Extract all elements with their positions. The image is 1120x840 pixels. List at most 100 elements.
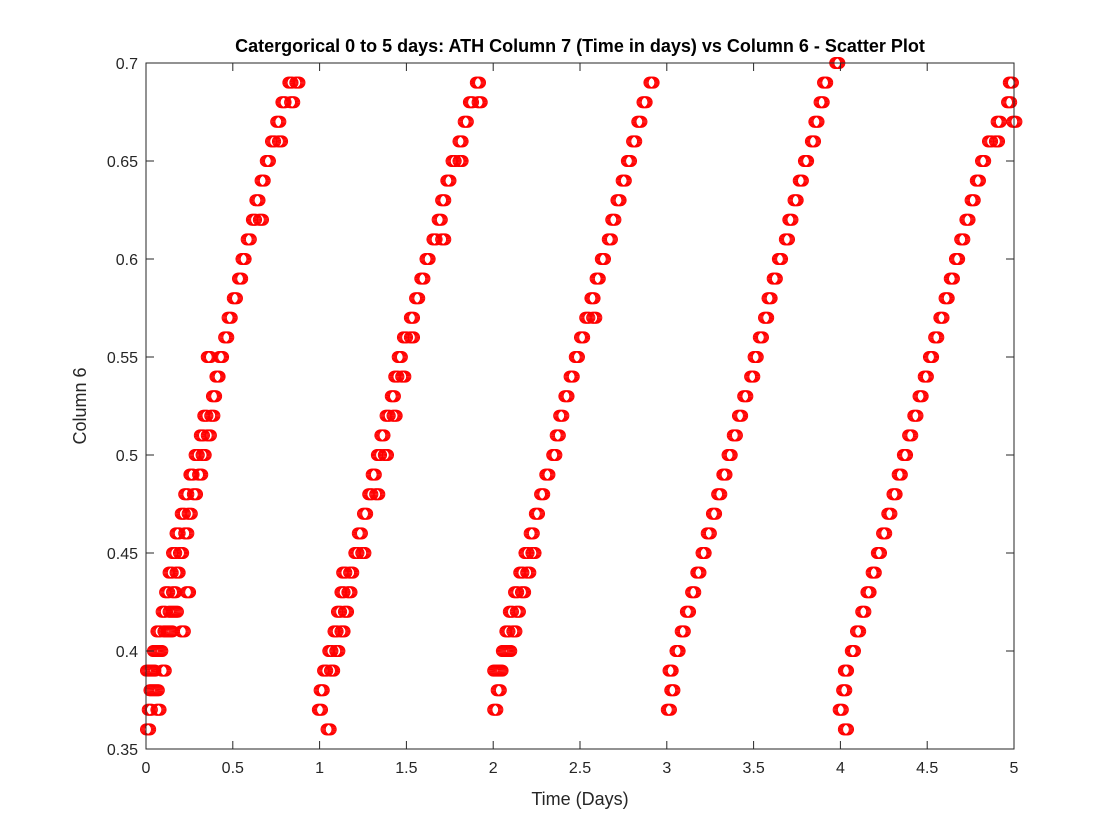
data-point-cluster bbox=[388, 390, 401, 403]
data-point-cluster bbox=[293, 76, 306, 89]
data-point-cluster bbox=[321, 664, 334, 677]
data-point-cluster bbox=[449, 155, 462, 167]
data-point-cluster bbox=[154, 703, 167, 716]
data-point-cluster bbox=[973, 174, 986, 187]
data-point-cluster bbox=[572, 351, 585, 363]
x-tick-label: 1.5 bbox=[395, 760, 417, 777]
data-point-cluster bbox=[340, 566, 353, 579]
data-point-cluster bbox=[185, 507, 198, 520]
data-point-cluster bbox=[375, 449, 388, 461]
data-point-cluster bbox=[635, 115, 648, 128]
x-tick-label: 1 bbox=[315, 760, 324, 777]
data-point-cluster bbox=[182, 527, 195, 540]
data-point-cluster bbox=[378, 429, 391, 442]
data-point-cluster bbox=[170, 547, 183, 559]
data-point-cluster bbox=[366, 488, 379, 501]
data-point-cluster bbox=[593, 272, 606, 285]
data-point-cluster bbox=[704, 527, 717, 540]
data-point-cluster bbox=[408, 331, 421, 344]
data-point-cluster bbox=[854, 625, 867, 638]
data-point-cluster bbox=[222, 331, 235, 344]
data-point-cluster bbox=[770, 272, 783, 285]
x-tick-label: 3 bbox=[662, 760, 671, 777]
data-point-cluster bbox=[274, 115, 287, 128]
data-point-cluster bbox=[359, 547, 372, 559]
data-point-cluster bbox=[395, 351, 408, 363]
data-point-cluster bbox=[598, 253, 611, 265]
data-point-cluster bbox=[361, 507, 374, 520]
data-point-cluster bbox=[906, 429, 919, 442]
data-point-cluster bbox=[392, 370, 405, 383]
data-point-cluster bbox=[182, 488, 195, 501]
data-point-cluster bbox=[786, 213, 799, 226]
data-point-cluster bbox=[173, 527, 186, 540]
data-point-cluster bbox=[968, 194, 981, 207]
data-point-cluster bbox=[331, 625, 344, 638]
y-tick-label: 0.4 bbox=[116, 644, 138, 661]
data-point-cluster bbox=[408, 311, 421, 324]
data-point-cluster bbox=[373, 488, 386, 501]
y-tick-label: 0.35 bbox=[107, 742, 138, 759]
x-axis-label: Time (Days) bbox=[531, 789, 628, 809]
data-point-cluster bbox=[517, 566, 530, 579]
data-point-cluster bbox=[993, 135, 1006, 148]
data-point-cluster bbox=[1006, 76, 1019, 89]
data-point-cluster bbox=[288, 96, 301, 109]
data-point-cluster bbox=[467, 96, 480, 109]
data-point-cluster bbox=[250, 213, 263, 226]
data-point-cluster bbox=[668, 684, 681, 697]
y-tick-label: 0.65 bbox=[107, 154, 138, 171]
data-point-cluster bbox=[848, 645, 861, 657]
data-point-cluster bbox=[225, 311, 238, 324]
data-point-cluster bbox=[430, 233, 443, 246]
data-point-cluster bbox=[418, 272, 431, 285]
data-point-cluster bbox=[986, 135, 999, 148]
x-tick-label: 2.5 bbox=[569, 760, 591, 777]
data-point-cluster bbox=[625, 155, 638, 167]
data-point-cluster bbox=[730, 429, 743, 442]
data-point-cluster bbox=[173, 566, 186, 579]
data-point-cluster bbox=[152, 684, 165, 697]
data-point-cluster bbox=[335, 605, 348, 618]
data-point-cluster bbox=[543, 468, 556, 481]
data-point-cluster bbox=[979, 155, 992, 167]
data-point-cluster bbox=[550, 449, 563, 461]
data-point-cluster bbox=[809, 135, 822, 148]
data-point-cluster bbox=[783, 233, 796, 246]
x-tick-label: 4 bbox=[836, 760, 845, 777]
axes-box bbox=[145, 62, 1015, 750]
data-point-cluster bbox=[149, 664, 162, 677]
chart-title: Catergorical 0 to 5 days: ATH Column 7 (… bbox=[235, 36, 925, 56]
data-point-cluster bbox=[578, 331, 591, 344]
data-point-cluster bbox=[345, 586, 358, 599]
data-point-cluster bbox=[338, 586, 351, 599]
data-point-cluster bbox=[880, 527, 893, 540]
y-tick-label: 0.55 bbox=[107, 350, 138, 367]
data-point-cluster bbox=[942, 292, 955, 305]
data-point-cluster bbox=[491, 703, 504, 716]
data-point-cluster bbox=[439, 194, 452, 207]
x-tick-label: 2 bbox=[489, 760, 498, 777]
data-point-cluster bbox=[664, 703, 677, 716]
data-point-cluster bbox=[673, 645, 686, 657]
data-point-cluster bbox=[869, 566, 882, 579]
data-point-cluster bbox=[765, 292, 778, 305]
data-point-cluster bbox=[678, 625, 691, 638]
y-tick-label: 0.7 bbox=[116, 56, 138, 73]
data-point-cluster bbox=[506, 605, 519, 618]
axes-background bbox=[146, 63, 1014, 749]
data-point-cluster bbox=[244, 233, 257, 246]
data-point-cluster bbox=[694, 566, 707, 579]
data-point-cluster bbox=[812, 115, 825, 128]
data-point-cluster bbox=[166, 566, 179, 579]
data-point-cluster bbox=[567, 370, 580, 383]
x-tick-label: 0.5 bbox=[222, 760, 244, 777]
data-point-cluster bbox=[921, 370, 934, 383]
y-axis-ticks: 0.35 0.4 0.45 0.5 0.55 0.6 0.65 0.7 bbox=[107, 56, 1014, 759]
data-point-cluster bbox=[494, 684, 507, 697]
data-point-cluster bbox=[840, 684, 853, 697]
data-point-cluster bbox=[208, 409, 221, 422]
data-point-cluster bbox=[522, 547, 535, 559]
data-point-cluster bbox=[864, 586, 877, 599]
